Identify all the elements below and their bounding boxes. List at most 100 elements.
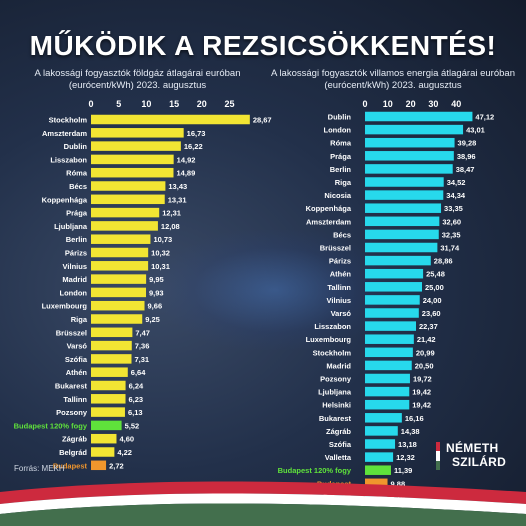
electricity-category-label: Szófia	[329, 440, 352, 449]
gas-category-label: Pozsony	[56, 408, 88, 417]
gas-category-label: Bukarest	[55, 382, 88, 391]
gas-value-label: 7,31	[134, 355, 149, 364]
electricity-category-label: Pozsony	[320, 375, 352, 384]
gas-value-label: 9,95	[149, 275, 164, 284]
electricity-category-label: Lisszabon	[314, 322, 351, 331]
electricity-value-label: 16,16	[405, 414, 424, 423]
electricity-value-label: 19,42	[412, 388, 431, 397]
electricity-value-label: 13,18	[398, 440, 417, 449]
gas-category-label: Brüsszel	[56, 328, 87, 337]
gas-category-label: Szófia	[65, 355, 88, 364]
electricity-category-label: Athén	[330, 270, 352, 279]
gas-tick-label: 5	[116, 99, 121, 109]
source-note: Forrás: MEKH	[14, 464, 65, 473]
gas-bar	[91, 327, 133, 338]
electricity-category-label: Párizs	[329, 257, 351, 266]
gas-value-label: 9,66	[148, 302, 163, 311]
electricity-category-label: Bécs	[333, 230, 351, 239]
electricity-category-label: Riga	[335, 178, 352, 187]
electricity-category-label: Zágráb	[326, 427, 351, 436]
electricity-value-label: 14,38	[401, 427, 420, 436]
gas-category-label: Varsó	[67, 342, 88, 351]
page-headline: MŰKÖDIK A REZSICSÖKKENTÉS!	[29, 30, 497, 61]
gas-bar	[91, 141, 181, 151]
gas-category-label: Prága	[66, 209, 88, 218]
electricity-tick-label: 40	[451, 99, 461, 109]
gas-value-label: 12,31	[162, 209, 181, 218]
electricity-bar	[365, 439, 396, 449]
gas-category-label: Koppenhága	[42, 195, 88, 204]
electricity-category-label: Bukarest	[319, 414, 352, 423]
gas-bar	[91, 128, 184, 138]
electricity-value-label: 39,28	[458, 139, 477, 148]
electricity-value-label: 34,34	[446, 191, 466, 200]
electricity-category-label: Berlin	[330, 165, 352, 174]
electricity-category-label: Ljubljana	[318, 388, 352, 397]
gas-bar	[91, 300, 145, 311]
gas-value-label: 5,52	[125, 421, 140, 430]
electricity-value-label: 43,01	[466, 126, 485, 135]
gas-bar	[91, 167, 174, 178]
electricity-value-label: 21,42	[417, 335, 436, 344]
gas-tick-label: 0	[88, 99, 93, 109]
gas-category-label: Bécs	[69, 182, 87, 191]
gas-category-label: Madrid	[62, 275, 87, 284]
electricity-category-label: Budapest 120% fogy	[278, 466, 352, 475]
gas-value-label: 2,72	[109, 461, 124, 470]
electricity-value-label: 25,48	[426, 270, 445, 279]
hungarian-flag-ribbon	[0, 481, 526, 526]
gas-tick-label: 20	[197, 99, 207, 109]
gas-category-label: Lisszabon	[50, 155, 87, 164]
electricity-tick-label: 30	[428, 99, 438, 109]
electricity-bar	[365, 177, 444, 187]
electricity-bar	[365, 360, 412, 371]
electricity-bar	[365, 426, 398, 436]
electricity-category-label: Luxembourg	[306, 335, 352, 344]
electricity-category-label: Róma	[330, 139, 352, 148]
electricity-value-label: 24,00	[423, 296, 442, 305]
electricity-bar	[365, 151, 454, 161]
gas-value-label: 7,36	[135, 342, 150, 351]
electricity-bar	[365, 282, 422, 292]
gas-category-label: Berlin	[66, 235, 88, 244]
electricity-value-label: 38,47	[456, 165, 475, 174]
electricity-category-label: Madrid	[326, 361, 351, 370]
electricity-value-label: 33,35	[444, 204, 463, 213]
electricity-value-label: 23,60	[422, 309, 441, 318]
gas-bar	[91, 420, 122, 431]
gas-value-label: 12,08	[161, 222, 180, 231]
gas-category-label: Budapest 120% fogy	[14, 421, 88, 430]
gas-bar	[91, 154, 174, 165]
electricity-value-label: 32,35	[442, 230, 461, 239]
electricity-value-label: 11,39	[394, 466, 412, 475]
electricity-category-label: Tallinn	[327, 283, 351, 292]
electricity-bar	[365, 124, 464, 135]
electricity-tick-label: 0	[362, 99, 367, 109]
gas-bar	[91, 354, 132, 364]
electricity-value-label: 34,52	[447, 178, 466, 187]
electricity-category-label: Valletta	[325, 453, 352, 462]
electricity-bar	[365, 295, 420, 305]
electricity-value-label: 25,00	[425, 283, 444, 292]
gas-value-label: 9,93	[149, 288, 164, 297]
gas-value-label: 10,73	[153, 235, 172, 244]
gas-value-label: 9,25	[145, 315, 160, 324]
gas-value-label: 6,13	[128, 408, 143, 417]
electricity-value-label: 20,50	[415, 361, 434, 370]
electricity-bar	[365, 190, 444, 200]
logo-line-2: SZILÁRD	[452, 455, 507, 469]
gas-value-label: 10,32	[151, 249, 170, 258]
gas-category-label: Belgrád	[59, 448, 87, 457]
electricity-value-label: 19,72	[413, 375, 432, 384]
gas-value-label: 6,64	[131, 368, 146, 377]
gas-category-label: Athén	[66, 368, 88, 377]
gas-value-label: 16,73	[187, 129, 206, 138]
gas-category-label: Budapest	[53, 461, 88, 470]
electricity-bar	[365, 465, 391, 475]
electricity-value-label: 19,42	[412, 401, 431, 410]
flag-green-stripe	[0, 503, 526, 526]
gas-bar	[91, 447, 115, 457]
electricity-category-label: Helsinki	[322, 401, 351, 410]
gas-tick-label: 25	[224, 99, 234, 109]
gas-tick-label: 10	[141, 99, 151, 109]
